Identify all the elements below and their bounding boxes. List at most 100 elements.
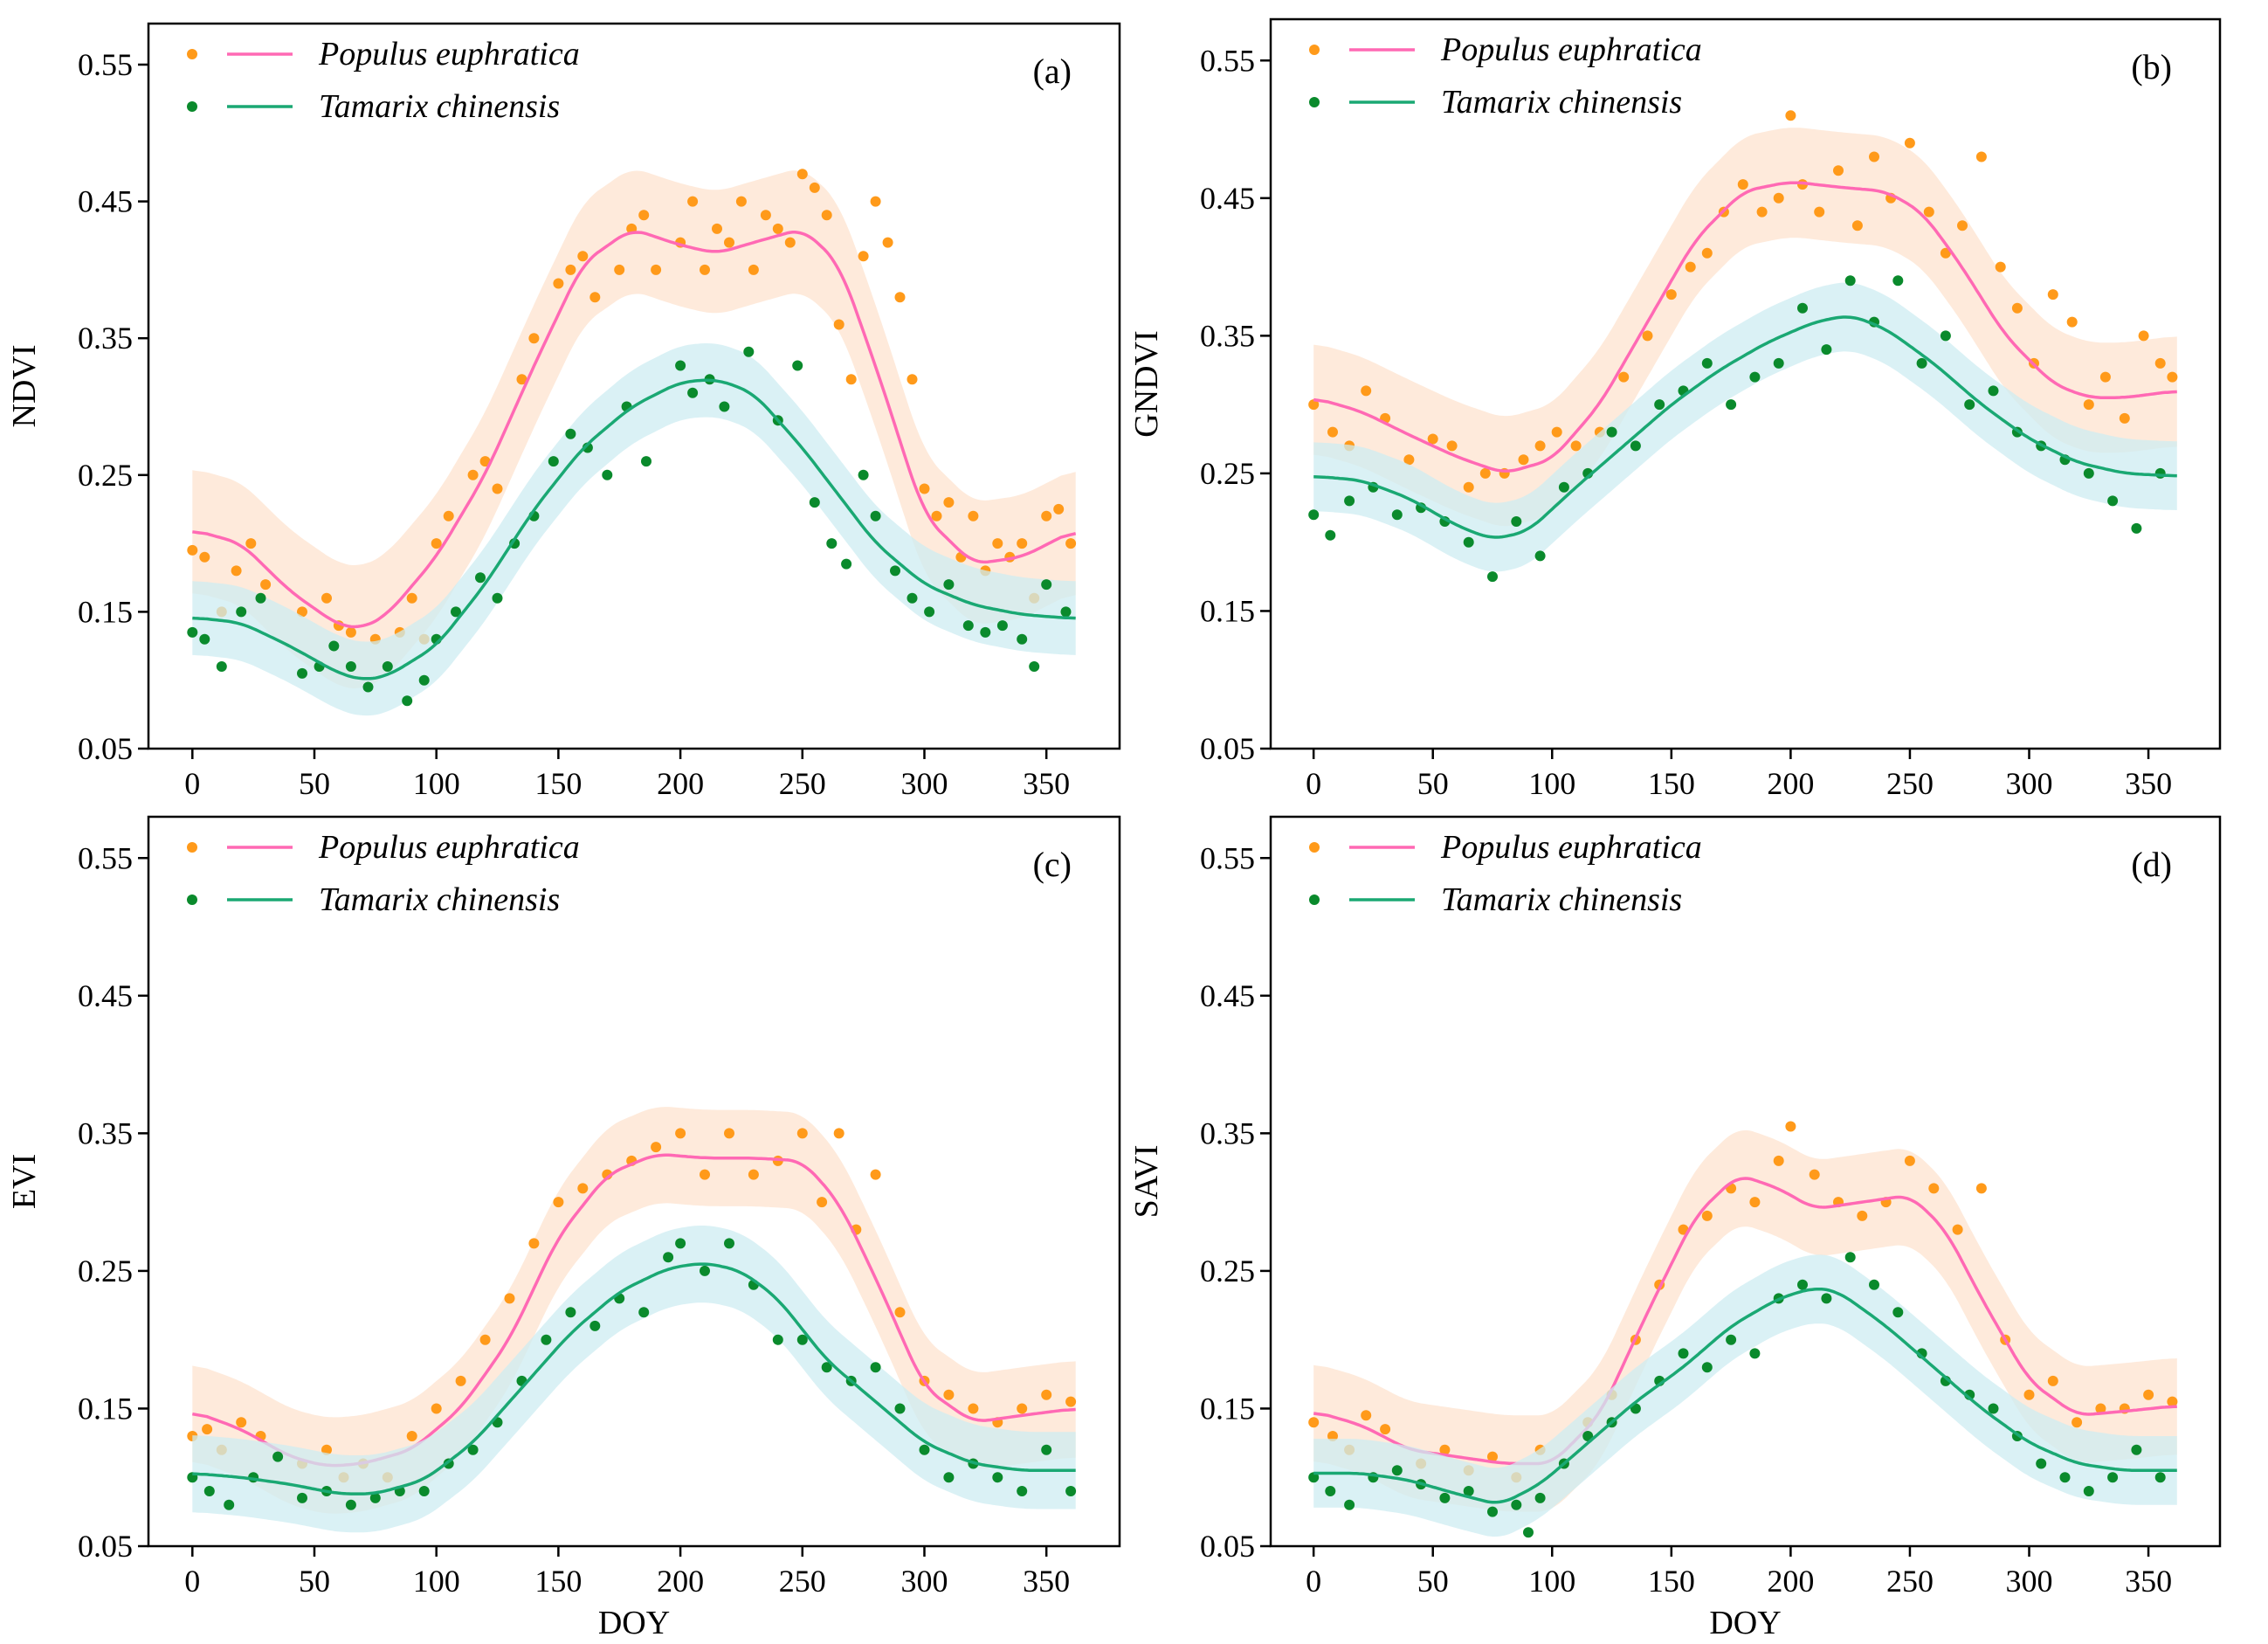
legend: Populus euphratica Tamarix chinensis	[1309, 31, 1702, 121]
legend-label: Tamarix chinensis	[1441, 881, 1682, 918]
data-point	[2167, 1396, 2178, 1407]
x-tick-label: 350	[1023, 1564, 1070, 1599]
confidence-band	[192, 343, 1076, 716]
data-point	[841, 558, 852, 570]
data-point	[760, 210, 771, 221]
data-point	[1479, 467, 1491, 479]
x-tick-label: 50	[1417, 1564, 1449, 1599]
data-point	[1344, 495, 1355, 507]
data-point	[870, 1169, 881, 1180]
panel-tag: (d)	[2131, 845, 2172, 884]
data-point	[1916, 357, 1927, 369]
data-point	[1439, 1444, 1451, 1455]
data-point	[406, 1431, 417, 1441]
data-point	[382, 661, 393, 672]
data-point	[1797, 1279, 1808, 1290]
fitted-line	[192, 378, 1076, 680]
data-point	[589, 292, 601, 303]
data-point	[255, 592, 266, 604]
data-point	[1391, 509, 1403, 521]
confidence-band	[192, 1107, 1076, 1514]
data-point	[2011, 302, 2023, 314]
data-point	[1821, 344, 1832, 356]
data-point	[1773, 192, 1784, 204]
y-tick-label: 0.05	[1200, 731, 1255, 766]
data-point	[216, 661, 227, 672]
x-tick-label: 200	[1767, 766, 1814, 801]
x-tick-label: 200	[657, 766, 704, 801]
data-point	[418, 1486, 430, 1496]
data-point	[479, 1334, 491, 1345]
data-point	[2154, 1472, 2166, 1483]
data-point	[907, 592, 918, 604]
plot-frame	[147, 815, 1121, 1548]
legend-label: Populus euphratica	[1440, 31, 1702, 68]
data-point	[297, 667, 307, 679]
data-point	[924, 606, 935, 618]
data-point	[1060, 606, 1072, 618]
data-point	[1685, 261, 1696, 273]
data-point	[821, 1362, 832, 1373]
y-tick-label: 0.45	[78, 184, 133, 219]
data-point	[1325, 529, 1336, 541]
data-point	[724, 1238, 734, 1249]
y-tick-label: 0.25	[78, 1254, 133, 1288]
data-point	[1642, 330, 1653, 342]
data-point	[402, 695, 413, 707]
data-point	[467, 1444, 479, 1455]
data-point	[907, 374, 918, 385]
x-tick-label: 100	[413, 766, 460, 801]
y-tick-label: 0.55	[1200, 840, 1255, 875]
data-point	[1844, 1252, 1856, 1263]
data-point	[943, 1389, 955, 1400]
data-point	[577, 251, 589, 262]
data-point	[796, 1128, 808, 1139]
y-tick-label: 0.45	[1200, 181, 1255, 216]
data-point	[1952, 1224, 1963, 1235]
data-point	[224, 1499, 235, 1510]
data-point	[1463, 481, 1474, 493]
data-point	[748, 264, 759, 275]
data-point	[1701, 247, 1713, 259]
y-tick-label: 0.15	[78, 1391, 133, 1426]
legend-marker	[1309, 97, 1320, 107]
data-point	[1957, 220, 1968, 231]
x-tick-label: 200	[1767, 1564, 1814, 1599]
legend-label: Tamarix chinensis	[1441, 84, 1682, 121]
y-tick-label: 0.15	[78, 594, 133, 629]
plot-frame	[1269, 815, 2222, 1548]
data-point	[2023, 1389, 2035, 1400]
data-point	[236, 606, 247, 618]
data-point	[858, 251, 869, 262]
data-point	[833, 1128, 844, 1139]
data-point	[2107, 1472, 2119, 1483]
x-tick-label: 150	[1648, 1564, 1695, 1599]
data-point	[700, 1169, 710, 1180]
data-point	[202, 1424, 213, 1435]
data-point	[1361, 1410, 1372, 1421]
data-point	[1821, 1293, 1832, 1304]
x-tick-label: 150	[1648, 766, 1695, 801]
x-tick-label: 50	[299, 766, 330, 801]
data-point	[2083, 1486, 2094, 1496]
data-point	[467, 469, 479, 480]
data-point	[2154, 467, 2166, 479]
data-point	[2059, 1472, 2071, 1483]
chart-panel-2: 0 50 100 150 200 250 300 350 0.05 0.15 0.25 0.35 0.4…	[1128, 17, 2222, 801]
data-point	[1678, 1224, 1689, 1235]
x-tick-label: 250	[779, 766, 826, 801]
data-point	[809, 182, 820, 193]
chart-panel-1: 0 50 100 150 200 250 300 350 0.05 0.15 0.25 0.35 0.4…	[6, 22, 1121, 801]
data-point	[943, 1472, 955, 1483]
data-point	[1749, 1348, 1761, 1359]
x-axis-label: DOY	[1709, 1605, 1781, 1641]
data-point	[475, 572, 486, 584]
data-point	[362, 681, 374, 693]
data-point	[479, 456, 491, 467]
x-tick-label: 300	[900, 766, 948, 801]
data-point	[943, 497, 955, 508]
data-point	[700, 1265, 710, 1276]
x-tick-label: 50	[1417, 766, 1449, 801]
data-point	[1361, 385, 1372, 397]
data-point	[675, 1238, 686, 1249]
